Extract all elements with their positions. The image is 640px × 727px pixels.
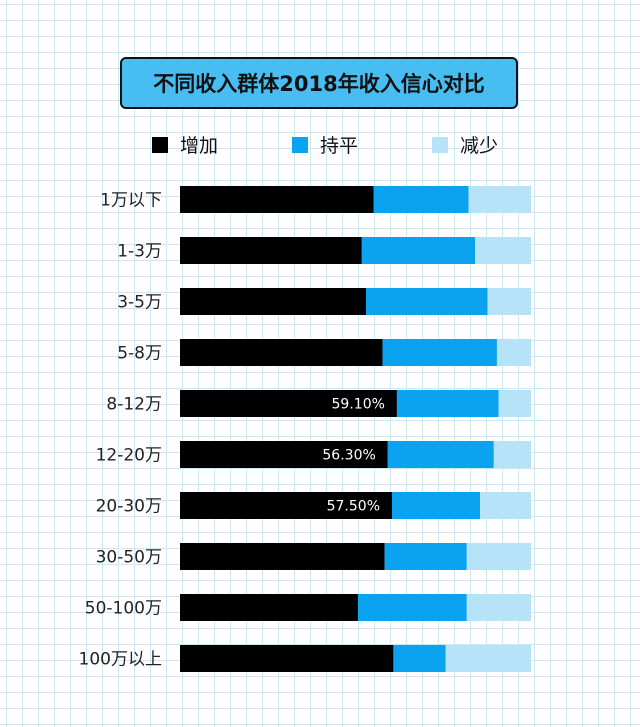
bar-segment-decrease (493, 441, 531, 468)
bar-segment-increase (180, 186, 374, 213)
bar-segment-flat (384, 543, 467, 570)
data-label: 56.30% (322, 448, 375, 464)
legend-item-flat: 持平 (292, 131, 358, 158)
bar-segment-decrease (487, 288, 531, 315)
category-label: 3-5万 (117, 293, 162, 313)
bar-segment-decrease (498, 390, 531, 417)
legend-label-flat: 持平 (320, 135, 359, 157)
category-label: 30-50万 (96, 548, 162, 568)
bar-segment-flat (387, 441, 494, 468)
bar-segment-decrease (466, 543, 531, 570)
bar-segment-flat (382, 339, 497, 366)
bar-segment-flat (373, 186, 469, 213)
bar-segment-decrease (468, 186, 531, 213)
bar-segment-flat (393, 645, 446, 672)
legend: 增加 持平 减少 (0, 131, 640, 158)
category-label: 20-30万 (96, 497, 162, 517)
bar-segment-decrease (480, 492, 531, 519)
legend-swatch-decrease (432, 136, 448, 153)
bar-segment-decrease (445, 645, 531, 672)
bar-segment-increase (180, 288, 367, 315)
data-label: 57.50% (327, 499, 380, 515)
legend-swatch-increase (152, 136, 168, 153)
bar-segment-increase (180, 594, 358, 621)
bar-segment-flat (357, 594, 467, 621)
category-label: 1万以下 (100, 191, 162, 211)
legend-item-decrease: 减少 (432, 131, 498, 158)
bar-segment-decrease (475, 237, 531, 264)
bar-segment-increase (180, 390, 397, 417)
category-label: 100万以上 (79, 650, 162, 670)
bar-segment-increase (180, 492, 393, 519)
bar-segment-increase (180, 441, 388, 468)
bar-segment-flat (396, 390, 499, 417)
category-label: 12-20万 (96, 446, 162, 466)
bar-segment-increase (180, 543, 385, 570)
bar-segment-decrease (466, 594, 531, 621)
data-label: 59.10% (332, 397, 385, 413)
bar-segment-flat (361, 237, 476, 264)
category-label: 1-3万 (117, 242, 162, 262)
bar-segment-flat (392, 492, 481, 519)
legend-swatch-flat (292, 136, 308, 153)
category-label: 8-12万 (106, 395, 162, 415)
category-label: 50-100万 (85, 599, 162, 619)
bar-segment-increase (180, 645, 394, 672)
legend-label-decrease: 减少 (460, 135, 499, 157)
bar-segment-flat (366, 288, 488, 315)
bar-segment-increase (180, 237, 362, 264)
bar-segment-increase (180, 339, 383, 366)
legend-label-increase: 增加 (180, 135, 219, 157)
chart-title: 不同收入群体2018年收入信心对比 (120, 57, 518, 109)
bar-segment-decrease (496, 339, 531, 366)
category-label: 5-8万 (117, 344, 162, 364)
legend-item-increase: 增加 (152, 131, 218, 158)
